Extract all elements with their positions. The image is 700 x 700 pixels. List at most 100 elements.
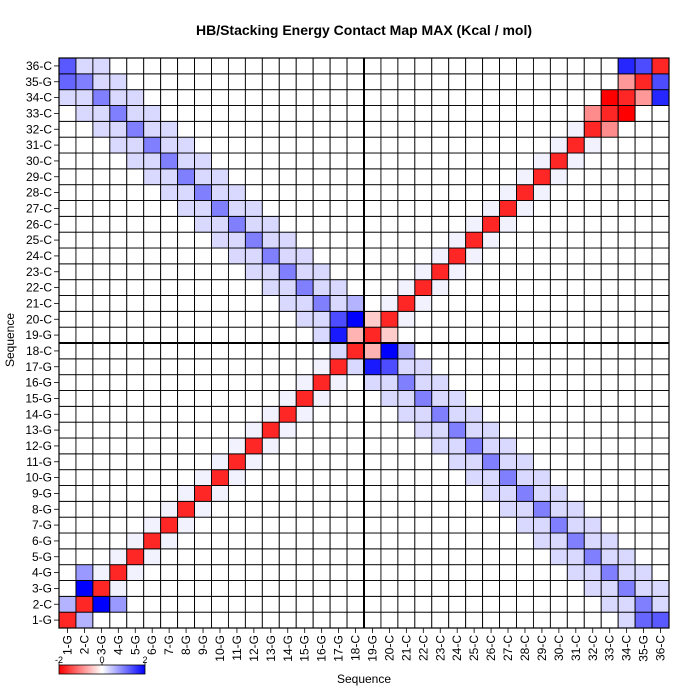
heatmap-cell-1-G-10-G	[58, 469, 77, 486]
heatmap-cell-21-C-2-C	[397, 595, 416, 613]
heatmap-cell-13-G-24-C	[261, 247, 280, 265]
heatmap-cell-18-C-20-C	[346, 310, 365, 328]
heatmap-cell-34-C-6-G	[617, 532, 636, 550]
heatmap-cell-19-G-3-G	[363, 580, 382, 597]
colorbar-tick-label: 2	[142, 655, 147, 665]
heatmap-cell-4-G-31-C	[109, 136, 128, 154]
heatmap-cell-1-G-34-C	[58, 89, 77, 106]
heatmap-cell-1-G-29-C	[58, 168, 77, 186]
heatmap-cell-34-C-35-G	[617, 73, 636, 91]
heatmap-cell-28-C-18-C	[516, 342, 534, 360]
heatmap-cell-26-C-15-G	[482, 390, 500, 407]
heatmap-cell-11-G-33-C	[227, 105, 246, 122]
heatmap-cell-5-G-21-C	[126, 295, 145, 312]
y-tick-label: 7-G	[32, 518, 52, 532]
heatmap-cell-27-C-12-G	[499, 437, 517, 455]
heatmap-cell-8-G-22-C	[177, 279, 196, 296]
heatmap-cell-8-G-11-G	[177, 453, 196, 471]
heatmap-cell-1-G-16-G	[58, 374, 77, 391]
heatmap-cell-22-C-14-G	[414, 405, 433, 423]
heatmap-cell-21-C-7-G	[397, 516, 416, 534]
heatmap-cell-15-G-4-G	[295, 564, 314, 581]
heatmap-cell-26-C-10-G	[482, 469, 500, 486]
heatmap-cell-5-G-1-G	[126, 611, 145, 629]
heatmap-cell-31-C-19-G	[566, 326, 585, 344]
heatmap-cell-33-C-8-G	[600, 500, 619, 518]
heatmap-cell-26-C-27-C	[482, 200, 500, 217]
heatmap-cell-25-C-22-C	[465, 279, 484, 296]
heatmap-cell-33-C-36-C	[600, 57, 619, 75]
heatmap-cell-15-G-26-C	[295, 215, 314, 233]
heatmap-cell-24-C-32-C	[448, 120, 467, 138]
heatmap-cell-18-C-7-G	[346, 516, 365, 534]
heatmap-cell-29-C-26-C	[532, 215, 551, 233]
heatmap-cell-2-C-34-C	[75, 89, 94, 106]
heatmap-cell-10-G-36-C	[211, 57, 229, 75]
heatmap-cell-22-C-31-C	[414, 136, 433, 154]
heatmap-cell-17-G-31-C	[329, 136, 348, 154]
heatmap-cell-26-C-35-G	[482, 73, 500, 91]
heatmap-cell-20-C-2-C	[380, 595, 399, 613]
heatmap-cell-12-G-7-G	[244, 516, 263, 534]
heatmap-cell-21-C-15-G	[397, 390, 416, 407]
x-tick-label: 10-G	[213, 635, 227, 662]
heatmap-cell-30-C-12-G	[549, 437, 568, 455]
heatmap-cell-4-G-11-G	[109, 453, 128, 471]
heatmap-cell-22-C-36-C	[414, 57, 433, 75]
heatmap-cell-34-C-10-G	[617, 469, 636, 486]
heatmap-cell-27-C-24-C	[499, 247, 517, 265]
heatmap-cell-17-G-25-C	[329, 231, 348, 249]
heatmap-cell-15-G-31-C	[295, 136, 314, 154]
heatmap-cell-24-C-27-C	[448, 200, 467, 217]
heatmap-cell-35-G-3-G	[634, 580, 653, 597]
heatmap-cell-19-G-2-C	[363, 595, 382, 613]
heatmap-cell-30-C-6-G	[549, 532, 568, 550]
heatmap-cell-35-G-20-C	[634, 310, 653, 328]
heatmap-cell-5-G-23-C	[126, 263, 145, 281]
heatmap-cell-15-G-11-G	[295, 453, 314, 471]
heatmap-cell-19-G-31-C	[363, 136, 382, 154]
heatmap-cell-4-G-17-G	[109, 358, 128, 376]
heatmap-cell-8-G-33-C	[177, 105, 196, 122]
heatmap-cell-18-C-3-G	[346, 580, 365, 597]
heatmap-cell-20-C-11-G	[380, 453, 399, 471]
heatmap-cell-3-G-3-G	[92, 580, 111, 597]
heatmap-cell-6-G-3-G	[143, 580, 162, 597]
heatmap-cell-31-C-9-G	[566, 485, 585, 502]
heatmap-cell-2-C-7-G	[75, 516, 94, 534]
heatmap-cell-27-C-1-G	[499, 611, 517, 629]
heatmap-cell-22-C-18-C	[414, 342, 433, 360]
heatmap-cell-30-C-1-G	[549, 611, 568, 629]
heatmap-cell-21-C-13-G	[397, 421, 416, 439]
heatmap-cell-10-G-20-C	[211, 310, 229, 328]
heatmap-cell-23-C-3-G	[431, 580, 450, 597]
heatmap-cell-27-C-4-G	[499, 564, 517, 581]
heatmap-cell-13-G-27-C	[261, 200, 280, 217]
heatmap-cell-36-C-9-G	[651, 485, 670, 502]
heatmap-cell-28-C-23-C	[516, 263, 534, 281]
heatmap-cell-6-G-35-G	[143, 73, 162, 91]
heatmap-cell-15-G-15-G	[295, 390, 314, 407]
heatmap-cell-7-G-19-G	[160, 326, 179, 344]
heatmap-cell-3-G-13-G	[92, 421, 111, 439]
y-tick-label: 8-G	[32, 502, 52, 516]
heatmap-cell-32-C-16-G	[583, 374, 602, 391]
heatmap-cell-10-G-15-G	[211, 390, 229, 407]
heatmap-cell-4-G-1-G	[109, 611, 128, 629]
heatmap-cell-30-C-5-G	[549, 548, 568, 566]
heatmap-cell-8-G-3-G	[177, 580, 196, 597]
heatmap-cell-1-G-4-G	[58, 564, 77, 581]
heatmap-cell-31-C-22-C	[566, 279, 585, 296]
heatmap-cell-1-G-26-C	[58, 215, 77, 233]
heatmap-cell-14-G-10-G	[278, 469, 297, 486]
heatmap-cell-22-C-24-C	[414, 247, 433, 265]
heatmap-cell-34-C-27-C	[617, 200, 636, 217]
heatmap-cell-10-G-22-C	[211, 279, 229, 296]
heatmap-cell-1-G-21-C	[58, 295, 77, 312]
heatmap-cell-1-G-23-C	[58, 263, 77, 281]
heatmap-cell-23-C-35-G	[431, 73, 450, 91]
heatmap-cell-12-G-13-G	[244, 421, 263, 439]
heatmap-cell-22-C-33-C	[414, 105, 433, 122]
heatmap-cell-29-C-21-C	[532, 295, 551, 312]
heatmap-cell-32-C-31-C	[583, 136, 602, 154]
